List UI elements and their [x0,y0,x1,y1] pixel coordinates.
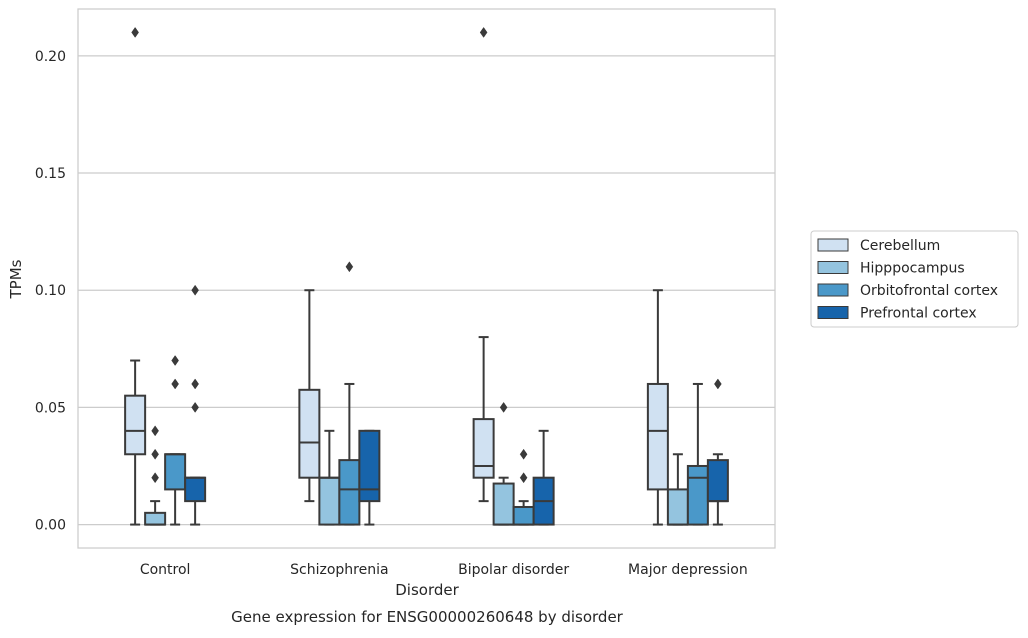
outlier-point [499,401,508,413]
legend-frame [810,230,1019,328]
x-tick-label: Control [140,562,191,578]
outlier-point [519,448,528,460]
legend-swatch [817,283,849,297]
legend-swatch [817,306,849,319]
x-axis-ticks: Control Schizophrenia Bipolar disorder Majo… [140,562,748,578]
legend-label: Hipppocampus [860,261,965,277]
box [124,394,147,456]
box-group [646,289,669,526]
box [472,418,495,479]
y-tick-label: 0.00 [35,518,66,534]
outlier-point [191,401,199,413]
y-axis-label: TPMs [7,259,25,299]
box [686,464,709,526]
outlier-point [151,448,159,460]
box-group [358,429,381,526]
y-tick-label: 0.10 [35,283,66,299]
box-group [164,355,187,526]
outlier-point [714,378,722,390]
legend-items: Cerebellum Hipppocampus Orbitofrontal cort… [817,238,998,322]
outlier-point [345,261,354,273]
box-group [686,382,709,526]
outlier-point [479,26,488,38]
y-axis-ticks: 0.00 0.05 0.10 0.15 0.20 [35,49,66,534]
legend-label: Orbitofrontal cortex [860,283,998,299]
box [512,505,535,526]
box [298,388,321,479]
plot-frame [77,8,776,549]
box-group [492,401,515,526]
x-tick-label: Schizophrenia [290,562,388,578]
box [666,488,689,526]
outlier-point [131,26,139,38]
box-group [472,26,495,503]
box [318,476,341,526]
x-axis-label: Disorder [395,581,459,599]
outlier-point [191,378,199,390]
box-group [512,448,535,526]
outlier-point [191,284,199,296]
box [646,382,669,491]
legend-label: Cerebellum [860,238,940,254]
y-tick-label: 0.15 [35,166,66,182]
outlier-point [171,355,179,366]
outlier-point [171,378,179,390]
box [492,482,515,526]
boxes [124,26,729,526]
x-tick-label: Major depression [628,562,748,578]
outlier-point [151,425,159,437]
box [358,429,381,503]
box [164,453,187,491]
legend: Cerebellum Hipppocampus Orbitofrontal cort… [810,230,1019,328]
legend-swatch [817,261,849,274]
box [706,459,729,503]
box-group [706,378,729,526]
y-tick-label: 0.05 [35,400,66,416]
legend-swatch [817,238,849,252]
box-group [532,429,555,526]
box-group [124,26,147,526]
box [144,511,167,526]
chart-title: Gene expression for ENSG00000260648 by d… [231,608,624,626]
x-tick-label: Bipolar disorder [458,562,569,578]
box-group [298,289,321,503]
box [184,476,207,503]
box [338,459,361,526]
box-group [144,425,167,526]
outlier-point [519,472,528,484]
outlier-point [151,472,159,484]
box-group [666,453,689,526]
legend-label: Prefrontal cortex [860,306,977,322]
y-tick-label: 0.20 [35,49,66,65]
box-group [184,284,207,526]
box-group [338,261,361,526]
box-group [318,429,341,526]
